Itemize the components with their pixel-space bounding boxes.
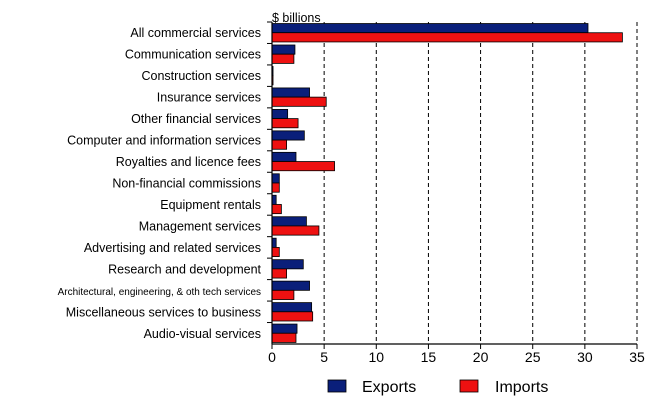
bar-imports [271,225,320,236]
legend-label: Exports [362,379,416,396]
category-label: Communication services [125,48,261,62]
gridlines [323,22,638,344]
x-tick-label: 35 [629,349,645,365]
x-tick-label: 5 [320,349,328,365]
bar-exports [271,280,310,291]
x-tick-label: 15 [421,349,437,365]
bar-imports [271,268,288,279]
bar-exports [271,302,313,313]
category-label: Construction services [142,69,262,83]
category-label: Insurance services [157,91,261,105]
bar-imports [271,182,280,193]
bar-imports [271,53,295,64]
x-tick-label: 30 [577,349,593,365]
bar-exports [271,237,277,248]
bar-imports [271,32,623,43]
legend-label: Imports [495,379,548,396]
x-tick-labels: 0 5 10 15 20 25 30 35 [268,349,645,365]
category-label: Miscellaneous services to business [66,305,261,319]
category-labels: All commercial services Communication ser… [58,26,262,341]
axes [267,21,638,349]
bar-exports [271,194,277,205]
bar-exports [271,151,297,162]
category-label: Research and development [108,262,261,276]
x-tick-label: 0 [268,349,276,365]
unit-label: $ billions [272,11,321,25]
legend: Exports Imports [327,379,548,396]
category-label: All commercial services [130,26,261,40]
bar-imports [271,204,282,215]
bar-imports [271,311,314,322]
bar-exports [271,259,304,270]
category-label: Non-financial commissions [112,177,261,191]
category-label: Computer and information services [67,134,261,148]
category-label: Architectural, engineering, & oth tech s… [58,287,261,298]
bar-imports [271,289,295,300]
bar-imports [271,118,299,129]
bar-imports [271,96,327,107]
bar-imports [271,246,280,257]
bar-exports [271,23,589,34]
x-tick-label: 20 [473,349,489,365]
bar-exports [271,216,307,227]
category-label: Other financial services [131,112,261,126]
bar-imports [271,332,297,343]
bar-exports [271,323,298,334]
category-label: Management services [139,219,261,233]
x-tick-label: 10 [368,349,384,365]
bar-imports [271,161,335,172]
category-label: Royalties and licence fees [116,155,261,169]
x-tick-label: 25 [525,349,541,365]
bar-exports [271,130,305,141]
bar-imports [271,139,288,150]
category-label: Advertising and related services [84,241,261,255]
bar-exports [271,109,289,120]
bar-exports [271,44,296,55]
legend-swatch [327,379,347,393]
bar-exports [271,173,280,184]
category-label: Audio-visual services [144,327,261,341]
bar-exports [271,87,310,98]
legend-swatch [459,379,479,393]
category-label: Equipment rentals [160,198,261,212]
